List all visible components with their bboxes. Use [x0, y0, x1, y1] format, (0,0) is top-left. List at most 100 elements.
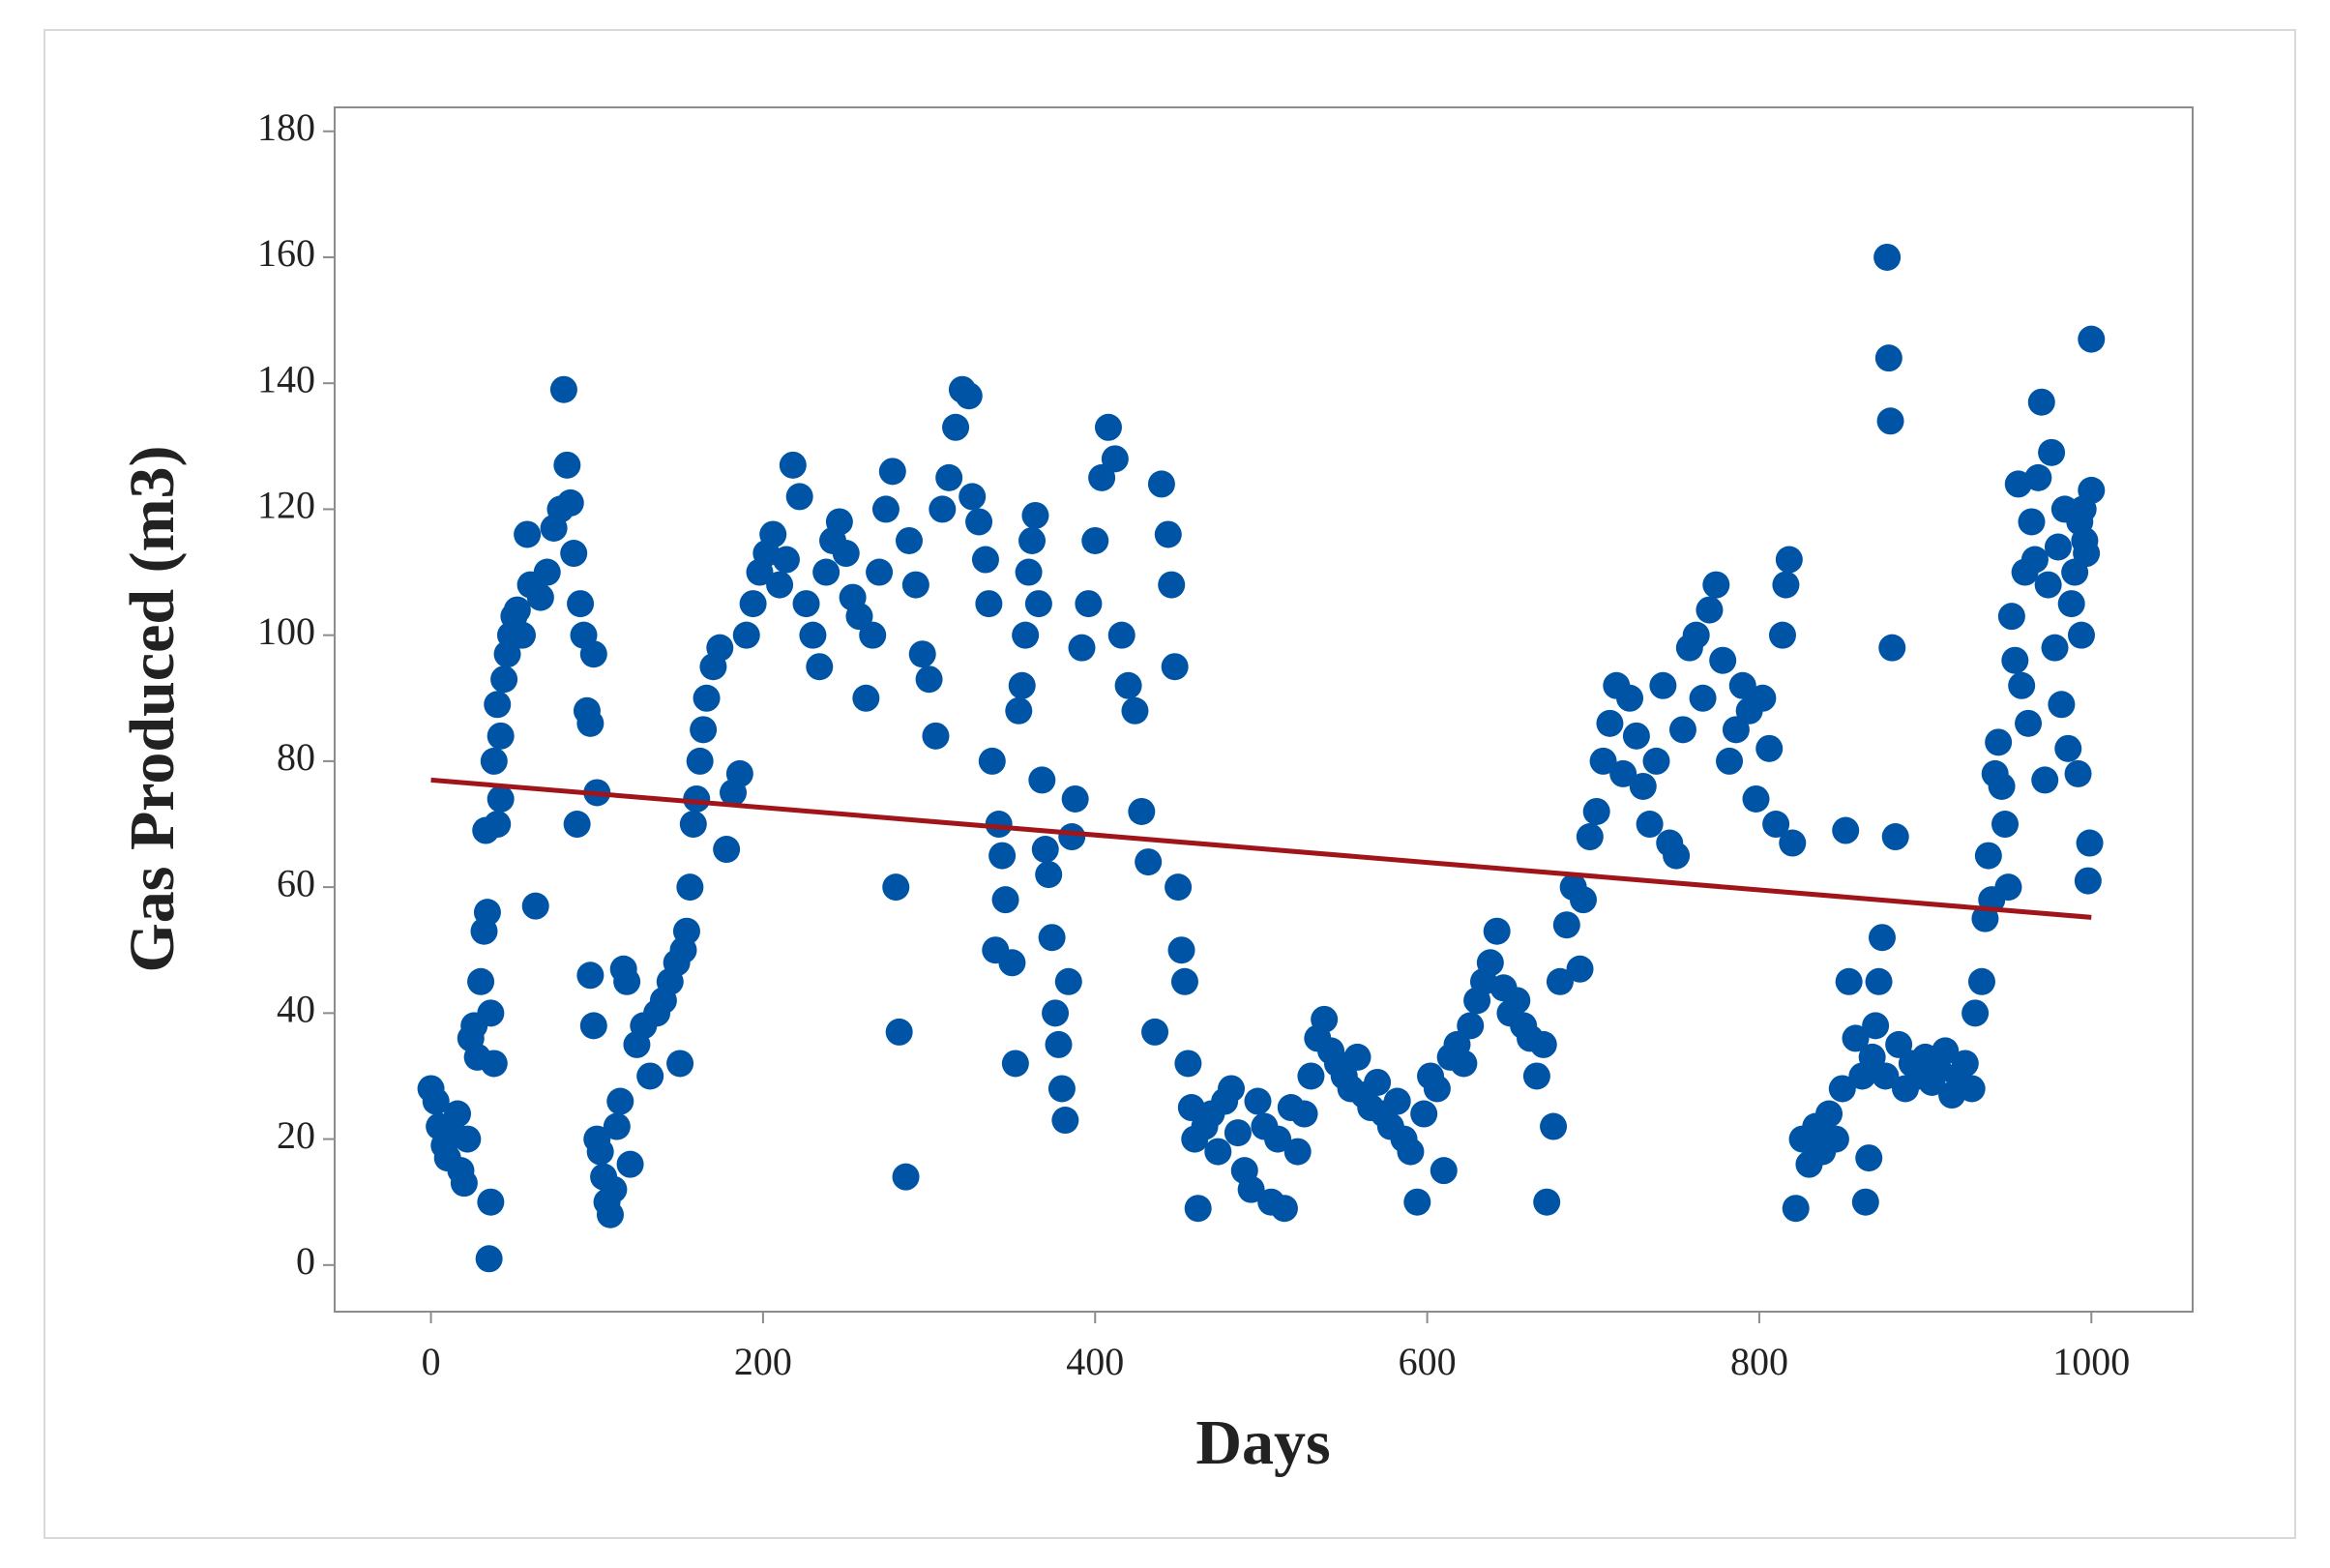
data-point: [686, 747, 714, 775]
data-point: [480, 1050, 508, 1078]
data-point: [792, 590, 820, 618]
data-point: [991, 886, 1019, 914]
data-point: [1450, 1050, 1478, 1078]
data-point: [467, 967, 495, 995]
y-tick-label: 40: [277, 988, 315, 1031]
data-point: [772, 546, 800, 574]
data-point: [1742, 784, 1770, 813]
data-point: [2073, 540, 2101, 568]
data-point: [1423, 1075, 1451, 1103]
data-point: [1051, 1107, 1079, 1135]
data-point: [1005, 696, 1033, 725]
data-point: [1828, 1075, 1856, 1103]
data-point: [1569, 886, 1597, 914]
data-point: [1874, 344, 1902, 372]
data-point: [1985, 728, 2013, 756]
data-point: [1264, 1125, 1292, 1153]
data-point: [679, 811, 707, 839]
data-point: [2067, 621, 2095, 649]
data-point: [487, 784, 515, 813]
data-point: [1589, 747, 1617, 775]
data-point: [2064, 759, 2092, 787]
data-point: [1430, 1157, 1458, 1185]
data-point: [549, 375, 577, 403]
data-point: [978, 747, 1006, 775]
data-point: [690, 716, 718, 744]
data-point: [1702, 571, 1730, 599]
data-point: [959, 483, 987, 511]
data-point: [1018, 526, 1047, 554]
data-point: [935, 463, 963, 491]
data-point: [1024, 590, 1052, 618]
data-point: [1154, 520, 1182, 548]
data-point: [706, 634, 734, 662]
data-point: [832, 540, 860, 568]
data-point: [1885, 1030, 1913, 1058]
data-point: [1872, 1062, 1900, 1090]
data-point: [1031, 836, 1059, 864]
data-point: [1663, 842, 1691, 870]
data-point: [1184, 1195, 1212, 1223]
data-point: [1779, 829, 1807, 857]
data-point: [422, 1087, 450, 1115]
data-point: [1147, 470, 1175, 498]
data-point: [676, 873, 704, 902]
data-point: [472, 816, 500, 844]
data-point: [998, 949, 1026, 977]
data-point: [1008, 671, 1036, 699]
data-point: [477, 1188, 505, 1216]
data-point: [1311, 1005, 1339, 1033]
data-point: [1546, 967, 1574, 995]
data-point: [1958, 1075, 1986, 1103]
data-point: [1081, 526, 1109, 554]
data-point: [975, 590, 1003, 618]
data-point: [713, 836, 741, 864]
data-point: [560, 540, 588, 568]
data-point: [1881, 823, 1909, 851]
data-point: [1668, 716, 1696, 744]
data-point: [672, 917, 700, 945]
data-point: [1855, 1144, 1883, 1172]
data-point: [514, 520, 542, 548]
data-point: [1722, 716, 1750, 744]
x-axis-title: Days: [1195, 1407, 1330, 1478]
data-point: [1237, 1175, 1265, 1203]
data-point: [895, 526, 923, 554]
data-point: [971, 546, 999, 574]
data-point: [785, 483, 813, 511]
data-point: [1988, 772, 2016, 800]
data-point: [1768, 621, 1796, 649]
data-point: [922, 722, 950, 750]
data-point: [1865, 967, 1893, 995]
data-point: [613, 967, 641, 995]
y-tick-label: 60: [277, 861, 315, 904]
data-point: [2044, 533, 2072, 561]
data-point: [603, 1112, 631, 1140]
data-point: [1047, 1075, 1076, 1103]
data-point: [1974, 842, 2002, 870]
data-point: [1107, 621, 1136, 649]
data-point: [725, 759, 753, 787]
data-point: [1061, 784, 1089, 813]
data-point: [1772, 571, 1800, 599]
data-point: [878, 458, 906, 486]
y-tick-label: 80: [277, 735, 315, 779]
data-point: [1476, 949, 1504, 977]
data-point: [1851, 1188, 1879, 1216]
data-point: [1842, 1024, 1870, 1052]
data-point: [1878, 634, 1906, 662]
data-point: [1696, 596, 1724, 624]
y-tick-label: 180: [257, 105, 315, 149]
data-point: [1128, 797, 1156, 825]
data-point: [1782, 1195, 1810, 1223]
y-tick-label: 140: [257, 357, 315, 400]
data-point: [915, 666, 943, 694]
data-point: [1642, 747, 1670, 775]
data-point: [596, 1200, 624, 1228]
data-point: [2020, 546, 2049, 574]
data-point: [1728, 671, 1756, 699]
data-point: [806, 653, 834, 681]
data-point: [1682, 621, 1710, 649]
data-point: [503, 596, 531, 624]
data-point: [579, 1012, 607, 1040]
